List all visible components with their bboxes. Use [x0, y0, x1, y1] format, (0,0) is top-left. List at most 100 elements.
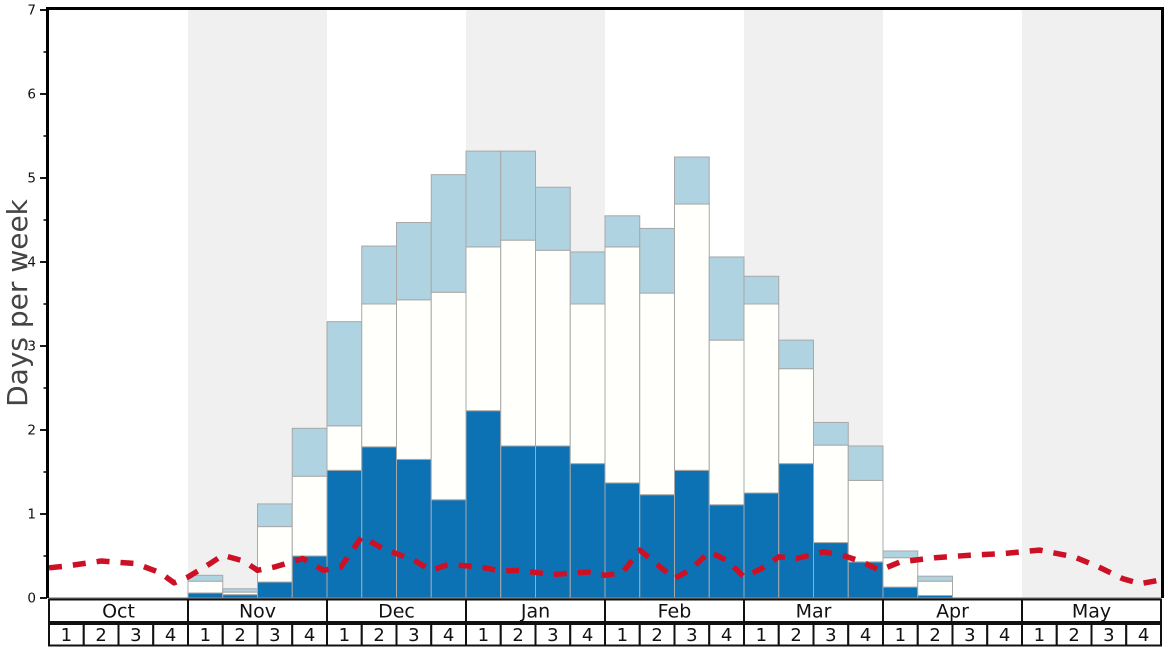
bar-light_blue_segment: [674, 156, 710, 205]
y-axis-ticks: 0 1 2 3 4 5 6 7: [27, 3, 47, 607]
bar-dark_blue_segment: [500, 445, 536, 599]
week-label: 3: [130, 625, 141, 646]
bar-white_segment: [187, 580, 224, 594]
bar-white_segment: [465, 246, 502, 412]
bar-white_segment: [535, 249, 571, 447]
bar-white_segment: [569, 303, 606, 465]
bar-dark_blue_segment: [430, 499, 467, 599]
month-label-mar: Mar: [796, 601, 832, 623]
month-label-may: May: [1072, 601, 1111, 623]
bar-dark_blue_segment: [257, 581, 293, 599]
week-label: 3: [269, 625, 280, 646]
bar-light_blue_segment: [361, 245, 397, 305]
week-label: 4: [999, 625, 1010, 646]
y-tick-label: 6: [27, 87, 36, 103]
bar-white_segment: [813, 444, 849, 544]
bar-dark_blue_segment: [326, 469, 363, 599]
y-tick-label: 0: [27, 591, 36, 607]
week-label: 4: [1138, 625, 1149, 646]
bar-dark_blue_segment: [187, 592, 224, 599]
week-label: 1: [61, 625, 72, 646]
bar-light_blue_segment: [708, 256, 745, 341]
bar-white_segment: [778, 368, 814, 465]
bar-light_blue_segment: [569, 251, 606, 305]
bar-light_blue_segment: [257, 503, 293, 528]
month-axis-row: Oct Nov Dec Jan Feb Mar Apr May: [48, 598, 1162, 623]
y-tick-label: 1: [27, 507, 36, 523]
week-label: 2: [651, 625, 662, 646]
week-label: 3: [1103, 625, 1114, 646]
bar-white_segment: [743, 303, 780, 494]
plot-border: [46, 7, 1164, 598]
bar-white_segment: [361, 303, 397, 448]
bar-dark_blue_segment: [743, 492, 780, 599]
bar-light_blue_segment: [326, 321, 363, 427]
bar-light_blue_segment: [500, 150, 536, 241]
bar-light_blue_segment: [778, 339, 814, 370]
shaded-band-may: [1022, 10, 1161, 598]
week-label: 1: [617, 625, 628, 646]
y-axis-title: Days per week: [1, 198, 34, 407]
week-label: 1: [478, 625, 489, 646]
y-tick-label: 5: [27, 171, 36, 187]
y-tick-label: 4: [27, 255, 36, 271]
stacked-bars: [187, 150, 953, 599]
month-label-nov: Nov: [239, 601, 276, 623]
month-label-jan: Jan: [520, 601, 550, 623]
week-label: 1: [756, 625, 767, 646]
bar-dark_blue_segment: [639, 494, 675, 599]
bar-dark_blue_segment: [396, 458, 432, 599]
week-label: 4: [721, 625, 732, 646]
week-label: 3: [964, 625, 975, 646]
week-label: 1: [1034, 625, 1045, 646]
bar-white_segment: [396, 299, 432, 460]
bar-light_blue_segment: [396, 222, 432, 301]
bar-white_segment: [257, 526, 293, 583]
week-label: 1: [895, 625, 906, 646]
bar-dark_blue_segment: [882, 586, 919, 599]
month-label-dec: Dec: [378, 601, 415, 623]
week-cell: [1125, 623, 1162, 647]
week-label: 3: [547, 625, 558, 646]
bar-light_blue_segment: [847, 445, 884, 481]
bar-light_blue_segment: [291, 427, 328, 477]
bar-white_segment: [847, 479, 884, 563]
week-label: 4: [860, 625, 871, 646]
bar-dark_blue_segment: [778, 463, 814, 599]
bar-dark_blue_segment: [361, 446, 397, 599]
bar-dark_blue_segment: [569, 463, 606, 599]
month-label-oct: Oct: [102, 601, 135, 623]
bar-light_blue_segment: [465, 150, 502, 248]
bar-white_segment: [500, 239, 536, 447]
week-label: 2: [1068, 625, 1079, 646]
bar-dark_blue_segment: [604, 482, 641, 599]
bar-white_segment: [291, 475, 328, 557]
bar-white_segment: [326, 425, 363, 471]
bar-white_segment: [639, 292, 675, 496]
bar-light_blue_segment: [222, 588, 258, 593]
week-label: 2: [929, 625, 940, 646]
y-tick-label: 7: [27, 3, 36, 19]
bar-light_blue_segment: [917, 575, 953, 582]
bar-light_blue_segment: [639, 227, 675, 294]
week-label: 2: [373, 625, 384, 646]
week-label: 2: [234, 625, 245, 646]
bar-dark_blue_segment: [708, 504, 745, 599]
bar-light_blue_segment: [743, 275, 780, 305]
week-label: 2: [512, 625, 523, 646]
month-label-feb: Feb: [658, 601, 692, 623]
week-label: 1: [200, 625, 211, 646]
week-label: 3: [408, 625, 419, 646]
week-axis-row: 1 2 3 4 1 2 3 4 1 2 3 4 1 2 3 4 1 2 3 4 1 2 3 4 1 2 3 4 1 2 3 4: [48, 623, 1162, 647]
month-label-apr: Apr: [936, 601, 969, 623]
week-label: 3: [825, 625, 836, 646]
week-label: 2: [95, 625, 106, 646]
y-tick-label: 2: [27, 423, 36, 439]
bar-white_segment: [917, 580, 953, 596]
bar-light_blue_segment: [535, 186, 571, 251]
bar-light_blue_segment: [882, 550, 919, 559]
y-tick-label: 3: [27, 339, 36, 355]
bar-white_segment: [430, 291, 467, 501]
